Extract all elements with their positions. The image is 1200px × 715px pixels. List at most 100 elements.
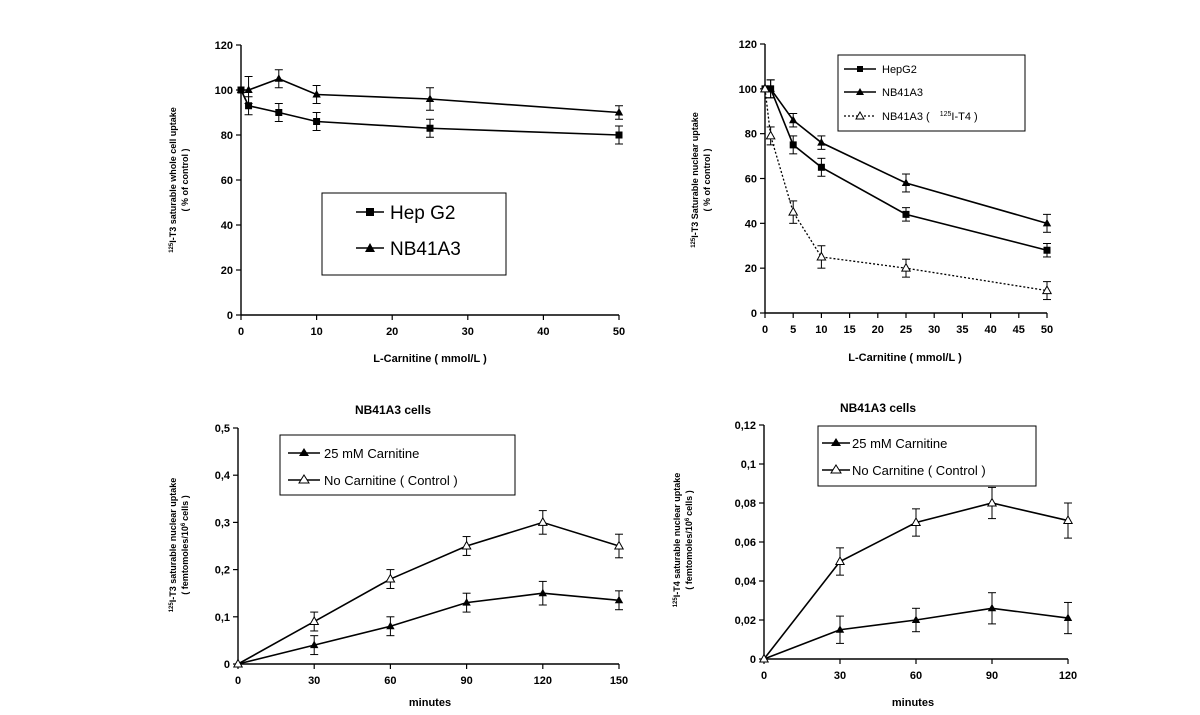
x-tick-label: 120: [1059, 670, 1077, 682]
x-tick-label: 60: [910, 670, 922, 682]
x-tick-label: 0: [235, 675, 241, 687]
y-tick-label: 20: [221, 265, 233, 277]
x-tick-label: 30: [834, 670, 846, 682]
y-axis-label-units-tail: cells ): [180, 495, 190, 521]
legend-label-nb41a3-t4-sup: 125: [940, 111, 952, 118]
y-axis-label-units-sup: 6: [685, 517, 691, 521]
y-tick-label: 0: [751, 308, 757, 320]
y-tick-label: 0: [224, 659, 230, 671]
x-tick-label: 5: [790, 324, 796, 336]
series-2-point: [902, 264, 910, 272]
x-tick-label: 45: [1013, 324, 1025, 336]
y-tick-label: 0,04: [735, 576, 757, 588]
x-tick-label: 30: [462, 326, 474, 338]
series-1-point: [539, 518, 547, 526]
y-tick-label: 100: [215, 85, 233, 97]
x-axis-label: minutes: [892, 697, 934, 709]
legend-marker-hepg2: [857, 66, 863, 72]
chart-t4-time-course: NB41A3 cells 0 0,02 0,04 0,06 0,08 0,1 0,12 0 30…: [672, 401, 1077, 709]
legend-label-nb41a3-t4-tail: I-T4 ): [951, 111, 977, 123]
y-tick-label: 0,3: [215, 517, 230, 529]
series-1-point: [817, 138, 825, 146]
legend-box: [838, 55, 1025, 131]
x-tick-label: 40: [984, 324, 996, 336]
x-tick-label: 0: [762, 324, 768, 336]
legend: Hep G2 NB41A3: [322, 193, 506, 275]
legend-label-carnitine: 25 mM Carnitine: [852, 436, 947, 451]
x-tick-label: 150: [610, 675, 628, 687]
series-0-point: [616, 132, 623, 139]
y-axis-label-text: I-T4 saturable nuclear uptake: [672, 473, 682, 598]
y-tick-label: 0,5: [215, 423, 230, 435]
series-1-line: [238, 522, 619, 664]
plot-area: 0 20 40 60 80 100 120 0 10 20 30 40 50: [215, 40, 625, 338]
y-tick-label: 40: [745, 218, 757, 230]
x-tick-label: 10: [815, 324, 827, 336]
legend-label-control: No Carnitine ( Control ): [324, 473, 458, 488]
y-tick-label: 120: [739, 39, 757, 51]
legend-label-hepg2: Hep G2: [390, 203, 455, 224]
series-1-point: [988, 499, 996, 507]
x-tick-label: 20: [872, 324, 884, 336]
x-tick-label: 20: [386, 326, 398, 338]
y-tick-label: 0,1: [741, 459, 756, 471]
y-axis-label-text: I-T3 Saturable nuclear uptake: [690, 112, 700, 238]
chart-title: NB41A3 cells: [840, 401, 916, 415]
chart-title: NB41A3 cells: [355, 403, 431, 417]
x-tick-label: 120: [534, 675, 552, 687]
y-tick-label: 0,12: [735, 420, 756, 432]
series-0-point: [903, 211, 910, 218]
legend: 25 mM Carnitine No Carnitine ( Control ): [818, 426, 1036, 486]
y-tick-label: 40: [221, 220, 233, 232]
series-0-line: [238, 593, 619, 664]
y-tick-label: 80: [745, 129, 757, 141]
series-0-point: [988, 604, 996, 612]
y-axis-label: 125I-T3 saturable nuclear uptake: [168, 478, 178, 613]
y-tick-label: 0,02: [735, 615, 756, 627]
x-axis-label: L-Carnitine ( mmol/L ): [373, 353, 487, 365]
y-tick-label: 0,1: [215, 612, 230, 624]
legend-label-nb41a3: NB41A3: [882, 87, 923, 99]
x-tick-label: 35: [956, 324, 968, 336]
x-axis-label: L-Carnitine ( mmol/L ): [848, 352, 962, 364]
y-axis-label: 125I-T4 saturable nuclear uptake: [672, 473, 682, 608]
y-axis-label-text: I-T3 saturable nuclear uptake: [168, 478, 178, 603]
series-2-point: [817, 252, 825, 260]
legend: HepG2 NB41A3 NB41A3 ( 125I-T4 ): [838, 55, 1025, 131]
x-tick-label: 90: [986, 670, 998, 682]
chart-whole-cell-uptake: 0204060801001200 10 20 30 40 50 L-Carnitine (…: [168, 40, 625, 365]
y-tick-label: 0: [227, 310, 233, 322]
x-tick-label: 30: [928, 324, 940, 336]
y-axis-label-units: ( femtomoles/106cells ): [684, 490, 694, 589]
y-tick-label: 0,08: [735, 498, 756, 510]
legend-label-carnitine: 25 mM Carnitine: [324, 446, 419, 461]
x-tick-label: 40: [537, 326, 549, 338]
y-tick-label: 0,2: [215, 565, 230, 577]
y-axis-label-units: ( % of control ): [702, 149, 712, 212]
x-tick-label: 90: [460, 675, 472, 687]
y-axis-label: 125I-T3 saturable whole cell uptake: [168, 107, 178, 253]
series-0-point: [313, 118, 320, 125]
y-tick-label: 20: [745, 263, 757, 275]
series-0-point: [427, 125, 434, 132]
y-axis-label-units-head: ( femtomoles/10: [180, 526, 190, 595]
y-tick-label: 0,4: [215, 470, 231, 482]
x-tick-label: 0: [238, 326, 244, 338]
y-tick-label: 80: [221, 130, 233, 142]
legend-label-control: No Carnitine ( Control ): [852, 463, 986, 478]
y-axis-label-units: ( femtomoles/106cells ): [180, 495, 190, 594]
y-tick-label: 0: [750, 654, 756, 666]
legend-label-nb41a3-t4-head: NB41A3 (: [882, 111, 930, 123]
y-axis-label-units: ( % of control ): [180, 149, 190, 212]
x-axis-label: minutes: [409, 697, 451, 709]
legend-label-nb41a3: NB41A3: [390, 239, 461, 260]
x-tick-label: 30: [308, 675, 320, 687]
legend-label-hepg2: HepG2: [882, 64, 917, 76]
y-tick-label: 0,06: [735, 537, 756, 549]
chart-nuclear-uptake-percent: 0204060801001200 5 10 15 20 25 30 35 40 45 50 L-Ca…: [690, 39, 1053, 364]
legend: 25 mM Carnitine No Carnitine ( Control ): [280, 435, 515, 495]
x-tick-label: 0: [761, 670, 767, 682]
series-0-point: [790, 141, 797, 148]
x-tick-label: 50: [613, 326, 625, 338]
